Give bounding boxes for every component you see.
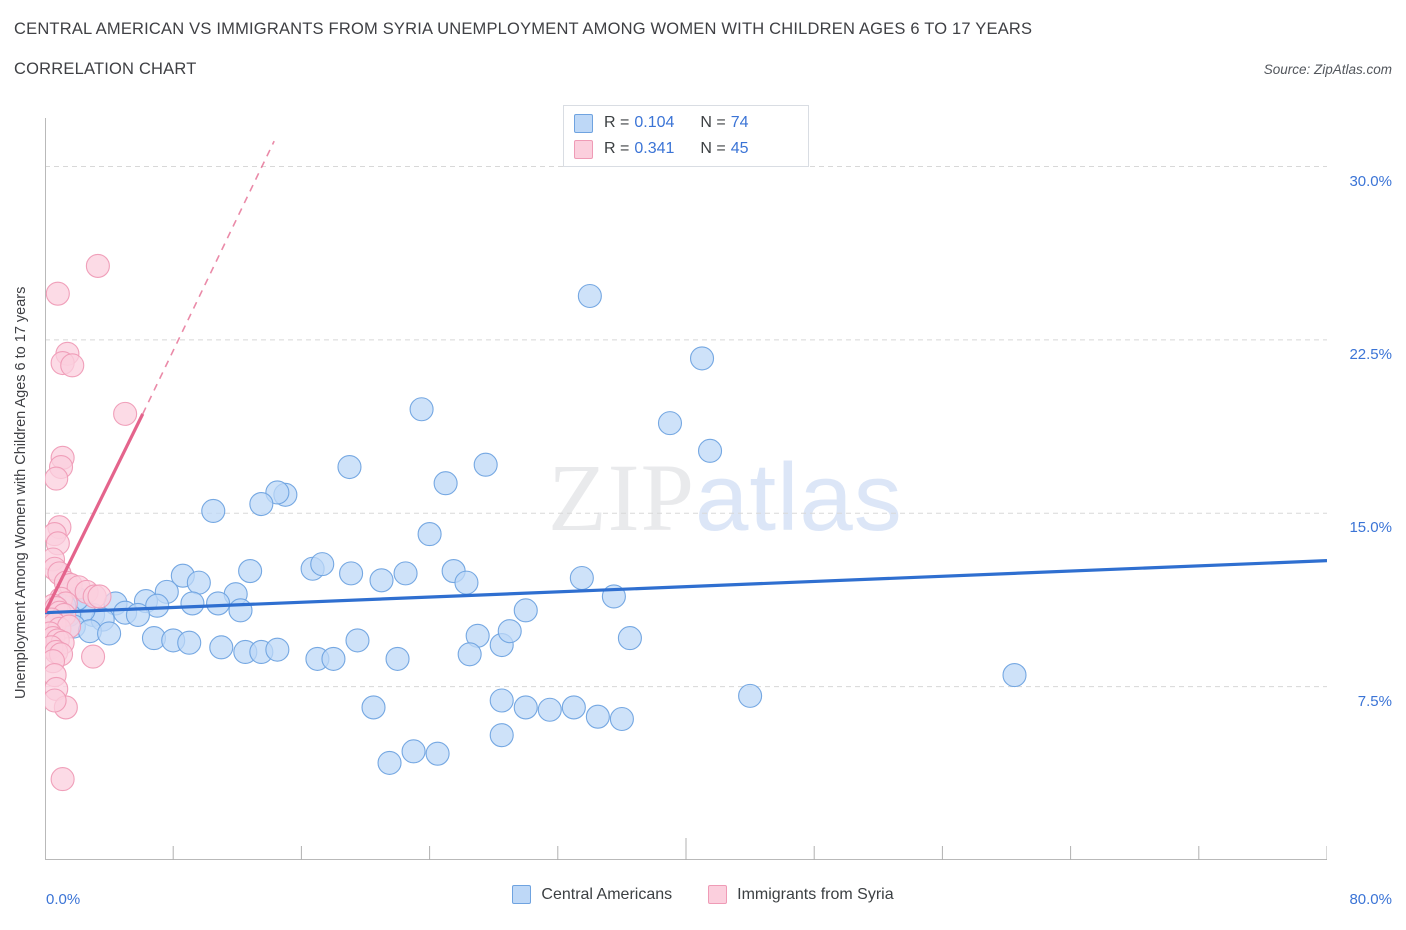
- data-point[interactable]: [561, 695, 586, 720]
- data-point[interactable]: [369, 568, 394, 593]
- data-point[interactable]: [321, 646, 346, 671]
- data-point[interactable]: [417, 522, 442, 547]
- n-value: 45: [730, 140, 749, 157]
- data-point[interactable]: [209, 635, 234, 660]
- data-point[interactable]: [238, 559, 263, 584]
- data-point[interactable]: [617, 626, 642, 651]
- chart-legend: Central Americans Immigrants from Syria: [0, 885, 1406, 904]
- legend-label: Central Americans: [541, 885, 673, 903]
- page-title: CENTRAL AMERICAN VS IMMIGRANTS FROM SYRI…: [14, 20, 1033, 38]
- data-point[interactable]: [337, 454, 362, 480]
- page-subtitle: CORRELATION CHART: [14, 60, 197, 78]
- scatter-plot: [45, 118, 1327, 860]
- data-point[interactable]: [125, 602, 150, 628]
- trendline-central-americans: [45, 559, 1327, 615]
- data-point[interactable]: [206, 591, 231, 616]
- data-point[interactable]: [145, 593, 170, 618]
- data-point[interactable]: [60, 353, 85, 378]
- data-point[interactable]: [497, 619, 522, 644]
- data-point[interactable]: [513, 695, 538, 720]
- data-point[interactable]: [385, 646, 410, 671]
- data-point[interactable]: [513, 598, 538, 623]
- data-point[interactable]: [1002, 663, 1027, 688]
- data-point[interactable]: [310, 552, 335, 577]
- trendline-extension-immigrants-from-syria: [142, 140, 275, 415]
- data-point[interactable]: [377, 750, 402, 775]
- correlation-stats-box: R = 0.104 N = 74 R = 0.341 N = 45: [563, 105, 809, 167]
- data-point[interactable]: [361, 695, 386, 720]
- data-point[interactable]: [201, 498, 226, 524]
- data-point[interactable]: [489, 723, 514, 748]
- r-value: 0.341: [634, 140, 675, 157]
- data-point[interactable]: [473, 452, 498, 477]
- data-point[interactable]: [228, 598, 253, 623]
- data-point[interactable]: [433, 471, 458, 496]
- series-points-central-americans: [52, 283, 1027, 775]
- data-point[interactable]: [85, 253, 110, 278]
- legend-item-central-americans[interactable]: Central Americans: [512, 885, 672, 904]
- data-point[interactable]: [537, 697, 562, 722]
- n-label: N =: [700, 114, 726, 131]
- data-point[interactable]: [689, 346, 715, 371]
- n-value: 74: [730, 114, 749, 131]
- data-point[interactable]: [249, 491, 274, 517]
- legend-swatch-pink: [708, 885, 728, 904]
- r-value: 0.104: [634, 114, 675, 131]
- y-axis-tick: 15.0%: [1349, 519, 1392, 537]
- data-point[interactable]: [177, 630, 202, 655]
- data-point[interactable]: [697, 438, 723, 463]
- data-point[interactable]: [345, 628, 370, 653]
- y-axis-title: Unemployment Among Women with Children A…: [13, 286, 29, 700]
- data-point[interactable]: [45, 466, 69, 491]
- data-point[interactable]: [738, 683, 763, 708]
- data-point[interactable]: [87, 584, 112, 609]
- data-point[interactable]: [401, 739, 426, 764]
- data-point[interactable]: [180, 591, 205, 616]
- data-point[interactable]: [577, 283, 602, 309]
- y-axis-tick: 7.5%: [1357, 692, 1392, 710]
- data-point[interactable]: [97, 621, 122, 646]
- stat-row: R = 0.341 N = 45: [574, 136, 798, 162]
- n-label: N =: [700, 140, 726, 157]
- data-point[interactable]: [81, 644, 106, 669]
- data-point[interactable]: [339, 561, 364, 586]
- data-point[interactable]: [657, 411, 683, 436]
- data-point[interactable]: [585, 704, 610, 729]
- data-point[interactable]: [45, 688, 67, 713]
- data-point[interactable]: [113, 401, 138, 426]
- data-point[interactable]: [265, 637, 290, 662]
- data-point[interactable]: [609, 706, 634, 732]
- series-swatch-pink: [574, 139, 593, 159]
- legend-label: Immigrants from Syria: [737, 885, 894, 903]
- stat-row: R = 0.104 N = 74: [574, 110, 798, 136]
- trendline-immigrants-from-syria: [45, 413, 145, 614]
- data-point[interactable]: [425, 741, 450, 766]
- data-point[interactable]: [569, 565, 594, 591]
- data-point[interactable]: [50, 767, 75, 792]
- series-swatch-blue: [574, 113, 593, 133]
- x-axis-tick-min: 0.0%: [46, 891, 81, 908]
- data-point[interactable]: [393, 561, 418, 586]
- data-point[interactable]: [454, 570, 479, 595]
- y-axis-tick: 22.5%: [1349, 345, 1392, 363]
- source-attribution: Source: ZipAtlas.com: [1263, 62, 1392, 77]
- r-label: R =: [604, 114, 630, 131]
- data-point[interactable]: [45, 281, 70, 306]
- data-point[interactable]: [186, 570, 211, 595]
- data-point[interactable]: [409, 397, 434, 422]
- legend-item-immigrants-from-syria[interactable]: Immigrants from Syria: [708, 885, 894, 904]
- data-point[interactable]: [489, 688, 514, 713]
- legend-swatch-blue: [512, 885, 532, 904]
- r-label: R =: [604, 140, 630, 157]
- data-point[interactable]: [457, 642, 482, 667]
- y-axis-tick: 30.0%: [1349, 172, 1392, 190]
- x-axis-tick-max: 80.0%: [1349, 891, 1392, 908]
